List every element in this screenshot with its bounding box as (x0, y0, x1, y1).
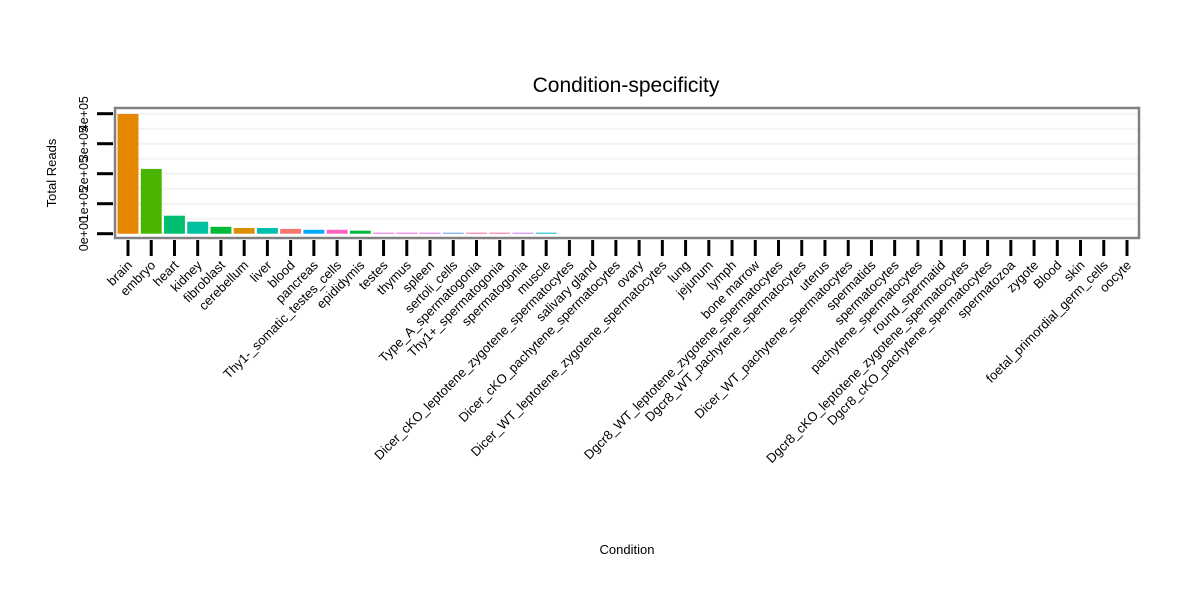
x-axis-title: Condition (600, 542, 655, 557)
bar-embryo (140, 168, 162, 234)
bar-thymus (396, 232, 418, 234)
chart-title: Condition-specificity (533, 74, 720, 97)
bar-pancreas (303, 229, 325, 234)
bar-type-a-spermatogonia (466, 232, 487, 234)
bar-fibroblast (210, 226, 232, 234)
plot-border (113, 106, 1141, 240)
bar-liver (256, 228, 278, 234)
bar-thy1-spermatogonia (489, 232, 511, 234)
y-axis-title: Total Reads (44, 138, 59, 207)
bar-thy1-somatic-testes-cells (326, 229, 348, 234)
y-tick-label: 3e+05 (77, 126, 91, 161)
bar-brain (117, 114, 139, 234)
bars (117, 114, 557, 234)
bar-kidney (187, 221, 209, 234)
bar-muscle (535, 232, 557, 234)
bar-blood (280, 228, 302, 234)
x-tick-label: Dgcr8_WT_pachytene_spermatocytes (642, 257, 809, 424)
bar-spermatogonia (512, 232, 534, 234)
bar-epididymis (349, 230, 371, 234)
y-tick-label: 2e+05 (77, 156, 91, 191)
bar-cerebellum (233, 228, 255, 234)
bar-heart (164, 215, 185, 234)
y-tick-label: 1e+05 (77, 186, 91, 221)
gridlines (115, 112, 1139, 220)
y-tick-label: 0e+00 (77, 216, 91, 251)
bar-spleen (419, 232, 441, 234)
bar-sertoli-cells (442, 232, 464, 234)
bar-testes (373, 232, 395, 234)
y-tick-label: 4e+05 (77, 96, 91, 131)
x-axis: brainembryoheartkidneyfibroblastcerebell… (104, 240, 1134, 466)
